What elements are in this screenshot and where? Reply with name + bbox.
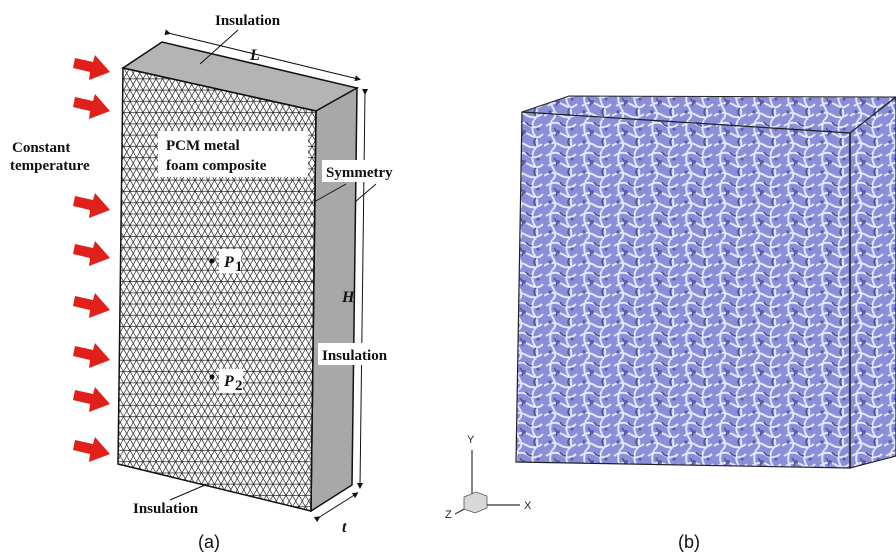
probe-p1-label-bg: [219, 249, 241, 273]
heat-arrow-4: [73, 241, 110, 266]
heat-arrows: [73, 55, 110, 462]
symmetry-leader-2: [354, 183, 377, 203]
dimension-line-t: [313, 492, 359, 523]
constant-temperature-label-line1: Constant: [12, 140, 70, 156]
axis-y-label: Y: [467, 434, 475, 446]
bottom-insulation-leader: [169, 484, 206, 501]
axis-triad: Y X Z: [445, 434, 532, 521]
heat-arrow-8: [73, 437, 110, 462]
material-label-line1: PCM metal: [166, 138, 240, 154]
right-insulation-label-bg: [318, 343, 410, 365]
axis-x-label: X: [524, 500, 532, 512]
heat-arrow-5: [73, 293, 110, 318]
probe-p2-label-bg: [219, 369, 243, 393]
heat-arrow-3: [73, 193, 110, 218]
dimension-line-l: [164, 29, 361, 82]
symmetry-label-bg: [322, 160, 414, 182]
panel-b: Y X Z (b): [445, 95, 896, 552]
axis-z-label: Z: [445, 509, 452, 521]
panel-a-caption: (a): [198, 532, 220, 552]
bottom-insulation-label: Insulation: [133, 501, 199, 517]
top-insulation-label: Insulation: [215, 13, 281, 29]
material-label-line2: foam composite: [166, 158, 267, 174]
heat-arrow-1: [73, 55, 110, 80]
probe-p1-dot: [209, 258, 215, 264]
panel-b-caption: (b): [678, 532, 700, 552]
probe-p1-label: P: [223, 254, 234, 271]
foam-side-face: [849, 96, 896, 469]
heat-arrow-2: [73, 94, 110, 119]
heat-arrow-7: [73, 387, 110, 412]
top-insulation-leader: [199, 29, 239, 65]
foam-front-face: [515, 111, 851, 469]
probe-p2-label: P: [223, 373, 234, 390]
dimension-l-label: L: [249, 47, 260, 64]
constant-temperature-label-line2: temperature: [10, 158, 90, 174]
right-insulation-label: Insulation: [322, 348, 388, 364]
dimension-t-label: t: [342, 519, 347, 536]
dimension-h-label: H: [341, 289, 355, 306]
front-face-mesh: [117, 67, 317, 512]
dimension-line-h: [357, 88, 369, 489]
probe-p1-subscript: 1: [235, 259, 243, 275]
probe-p2-dot: [209, 374, 215, 380]
material-label-bg: [158, 131, 308, 177]
probe-p2-subscript: 2: [235, 378, 243, 394]
axis-origin-cube: [463, 491, 488, 514]
panel-a: L H t Insulation Insulation Insulation S…: [10, 13, 414, 552]
symmetry-leader-1: [313, 183, 347, 203]
symmetry-label: Symmetry: [326, 165, 393, 181]
heat-arrow-6: [73, 343, 110, 368]
